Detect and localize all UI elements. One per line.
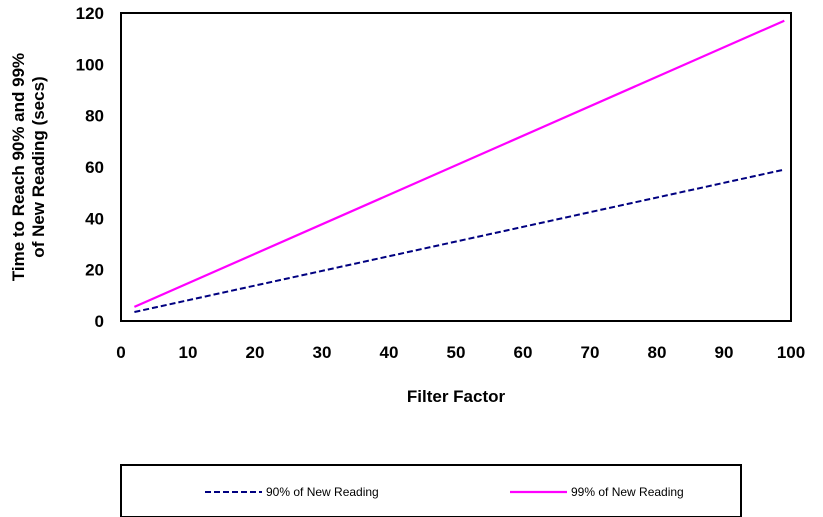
x-axis-title: Filter Factor bbox=[407, 387, 506, 406]
legend: 90% of New Reading 99% of New Reading bbox=[205, 485, 684, 499]
y-axis-title-line-1: Time to Reach 90% and 99% bbox=[9, 53, 28, 281]
series-layer bbox=[133, 19, 785, 313]
x-tick-label: 80 bbox=[648, 343, 667, 362]
y-tick-label: 120 bbox=[76, 4, 104, 23]
y-tick-label: 60 bbox=[85, 158, 104, 177]
x-tick-label: 50 bbox=[447, 343, 466, 362]
x-tick-label: 0 bbox=[116, 343, 125, 362]
series-line-1 bbox=[134, 168, 785, 313]
x-tick-label: 70 bbox=[581, 343, 600, 362]
y-tick-label: 0 bbox=[95, 312, 104, 331]
x-tick-label: 20 bbox=[246, 343, 265, 362]
x-tick-label: 90 bbox=[715, 343, 734, 362]
y-axis-title: Time to Reach 90% and 99% of New Reading… bbox=[9, 53, 48, 281]
y-axis-ticks: 0 20 40 60 80 100 120 bbox=[76, 4, 104, 331]
x-tick-label: 10 bbox=[179, 343, 198, 362]
y-axis-title-line-2: of New Reading (secs) bbox=[29, 76, 48, 257]
x-tick-label: 40 bbox=[380, 343, 399, 362]
series-line-2 bbox=[133, 19, 785, 308]
x-tick-label: 30 bbox=[313, 343, 332, 362]
y-tick-label: 100 bbox=[76, 55, 104, 74]
y-tick-label: 20 bbox=[85, 261, 104, 280]
x-tick-label: 60 bbox=[514, 343, 533, 362]
x-tick-label: 100 bbox=[777, 343, 805, 362]
legend-label-2: 99% of New Reading bbox=[571, 485, 684, 499]
y-tick-label: 80 bbox=[85, 107, 104, 126]
plot-area-frame bbox=[120, 12, 792, 322]
x-axis-ticks: 0 10 20 30 40 50 60 70 80 90 100 bbox=[116, 343, 805, 362]
legend-label-1: 90% of New Reading bbox=[266, 485, 379, 499]
y-tick-label: 40 bbox=[85, 209, 104, 228]
